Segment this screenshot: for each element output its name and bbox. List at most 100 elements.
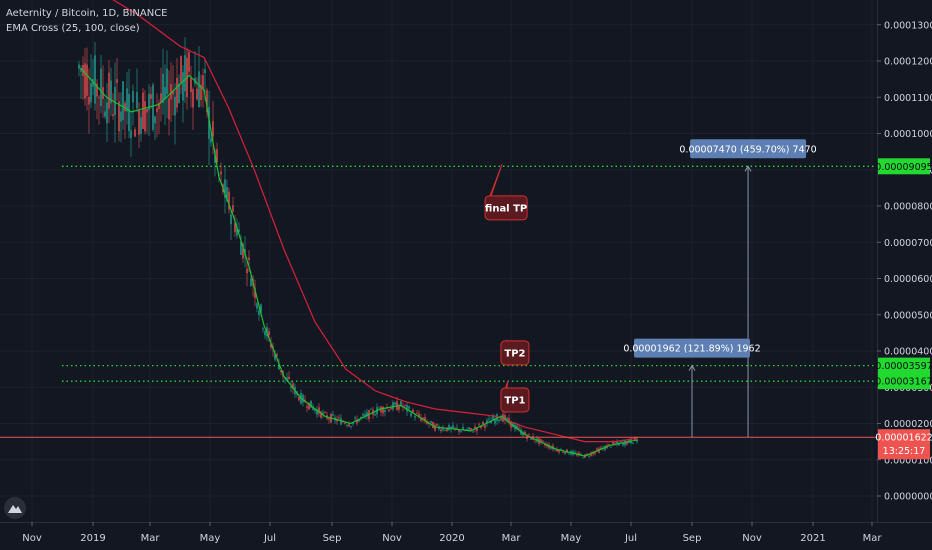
candle-body [494,418,496,424]
candle-body [160,93,162,103]
time-axis[interactable]: Nov 2019 Mar May Jul Sep Nov 2020 Mar May Jul Sep No… [22,522,882,544]
candle-body [518,427,520,429]
candle-body [404,405,406,407]
y-tick-label: 0.00002000 [884,419,932,430]
candle-body [144,101,146,132]
candle-body [94,55,96,104]
measurement-tools[interactable]: 0.00007470 (459.70%) 7470 0.00001962 (121… [623,139,817,438]
ema-100-line [112,0,638,443]
candle-body [414,416,416,418]
candle-body [388,409,390,412]
annotation-bubble[interactable] [500,387,530,413]
candle-body [146,108,148,113]
candle-body [632,442,634,444]
x-tick-label: Jul [263,533,276,544]
candle-body [288,376,290,379]
candle-body [516,425,518,430]
candle-body [116,79,118,83]
candle-body [480,426,482,428]
candle-body [156,108,158,112]
candle-body [180,56,182,83]
candle-body [458,429,460,432]
candle-body [280,370,282,372]
candle-body [276,354,278,356]
candle-body [210,138,212,143]
candle-body [492,416,494,421]
candle-body [610,446,612,448]
y-tick-label: 0.00011000 [884,93,932,104]
candle-body [620,441,622,443]
candle-body [216,149,218,163]
candle-body [192,89,194,108]
candle-body [542,440,544,442]
candle-body [88,96,90,105]
candle-body [468,427,470,430]
candle-body [616,441,618,444]
candle-body [258,310,260,316]
measure-arrow-head [744,165,752,172]
measure-callout-box[interactable] [634,338,750,358]
candle-body [314,408,316,412]
candle-body [356,419,358,424]
candle-body [182,72,184,101]
candle-body [132,90,134,103]
candle-body [134,129,136,137]
candle-body [86,64,88,96]
candle-body [274,353,276,360]
candle-body [122,81,124,120]
indicator-title: EMA Cross (25, 100, close) [6,23,140,34]
candle-body [174,96,176,116]
measure-callout-box[interactable] [690,139,807,159]
candle-body [430,420,432,423]
candle-body [148,93,150,110]
candle-body [312,406,314,410]
candle-body [190,78,192,93]
candle-body [612,441,614,444]
candle-body [236,227,238,236]
candle-body [290,386,292,388]
candle-body [204,69,206,73]
candle-body [162,73,164,103]
candle-body [564,452,566,454]
candle-body [406,405,408,412]
target-price-tag [878,373,930,390]
candle-body [250,278,252,287]
annotation-bubble[interactable] [484,195,528,221]
candle-body [596,448,598,451]
candle-body [442,427,444,430]
price-tags: 0.00009095 0.00003597 0.00003167 0.00001622… [875,158,932,460]
x-tick-label: Mar [863,533,883,544]
y-tick-label: 0.00004000 [884,347,932,358]
candle-body [496,414,498,421]
candle-body [420,417,422,421]
tradingview-logo-icon[interactable] [4,497,26,519]
candle-body [318,407,320,414]
candle-body [322,412,324,415]
candle-body [418,413,420,417]
candle-body [440,429,442,432]
x-tick-label: 2019 [80,533,105,544]
candle-body [112,114,114,116]
candle-body [260,304,262,313]
candle-body [448,425,450,431]
horizontal-levels[interactable] [0,165,877,438]
candle-body [154,116,156,124]
candle-body [540,439,542,443]
candle-body [590,452,592,456]
candle-body [152,84,154,130]
current-price-tag [878,429,930,460]
candle-body [622,442,624,446]
annotation-bubble[interactable] [500,340,530,366]
x-tick-label: Sep [323,533,342,544]
candle-body [254,287,256,299]
measure-callout-label: 0.00007470 (459.70%) 7470 [679,144,816,155]
candle-body [556,449,558,452]
candle-body [474,426,476,429]
candle-body [460,430,462,432]
candle-body [212,121,214,137]
y-tick-label: 0.00005000 [884,310,932,321]
annotations[interactable]: final TP TP2 TP1 [484,164,530,413]
candle-body [422,417,424,420]
candle-body [560,449,562,451]
